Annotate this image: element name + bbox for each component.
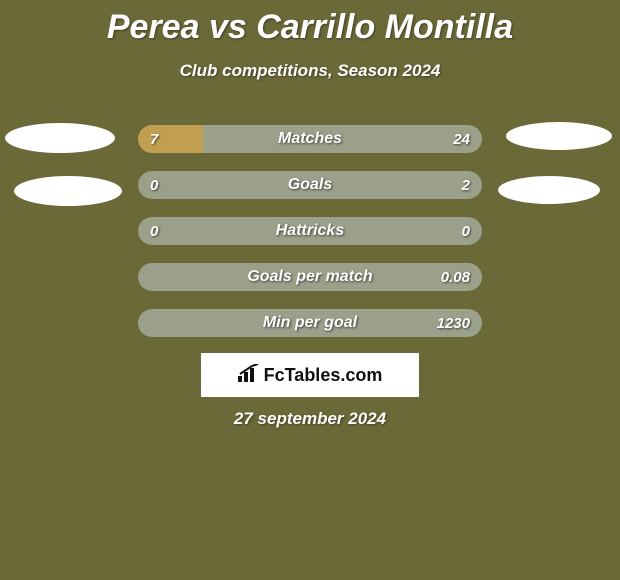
stat-bar: 0Hattricks0 [138, 217, 482, 245]
page-title: Perea vs Carrillo Montilla [0, 0, 620, 47]
comparison-bars: 7Matches240Goals20Hattricks0Goals per ma… [138, 125, 482, 355]
player-right-avatar-2 [498, 176, 600, 204]
page-subtitle: Club competitions, Season 2024 [0, 61, 620, 81]
stat-label: Hattricks [138, 217, 482, 245]
player-left-avatar-2 [14, 176, 122, 206]
stat-bar: Min per goal1230 [138, 309, 482, 337]
player-right-avatar-1 [506, 122, 612, 150]
stat-value-right: 2 [462, 171, 470, 199]
logo-text: FcTables.com [264, 365, 383, 386]
date-label: 27 september 2024 [0, 409, 620, 429]
stat-value-right: 1230 [437, 309, 470, 337]
chart-icon [238, 364, 260, 387]
stat-bar: 7Matches24 [138, 125, 482, 153]
stat-value-right: 0 [462, 217, 470, 245]
stat-label: Goals per match [138, 263, 482, 291]
stat-value-right: 24 [453, 125, 470, 153]
stat-label: Matches [138, 125, 482, 153]
stat-label: Min per goal [138, 309, 482, 337]
player-left-avatar-1 [5, 123, 115, 153]
source-logo: FcTables.com [201, 353, 419, 397]
stat-label: Goals [138, 171, 482, 199]
stat-bar: 0Goals2 [138, 171, 482, 199]
stat-bar: Goals per match0.08 [138, 263, 482, 291]
stat-value-right: 0.08 [441, 263, 470, 291]
